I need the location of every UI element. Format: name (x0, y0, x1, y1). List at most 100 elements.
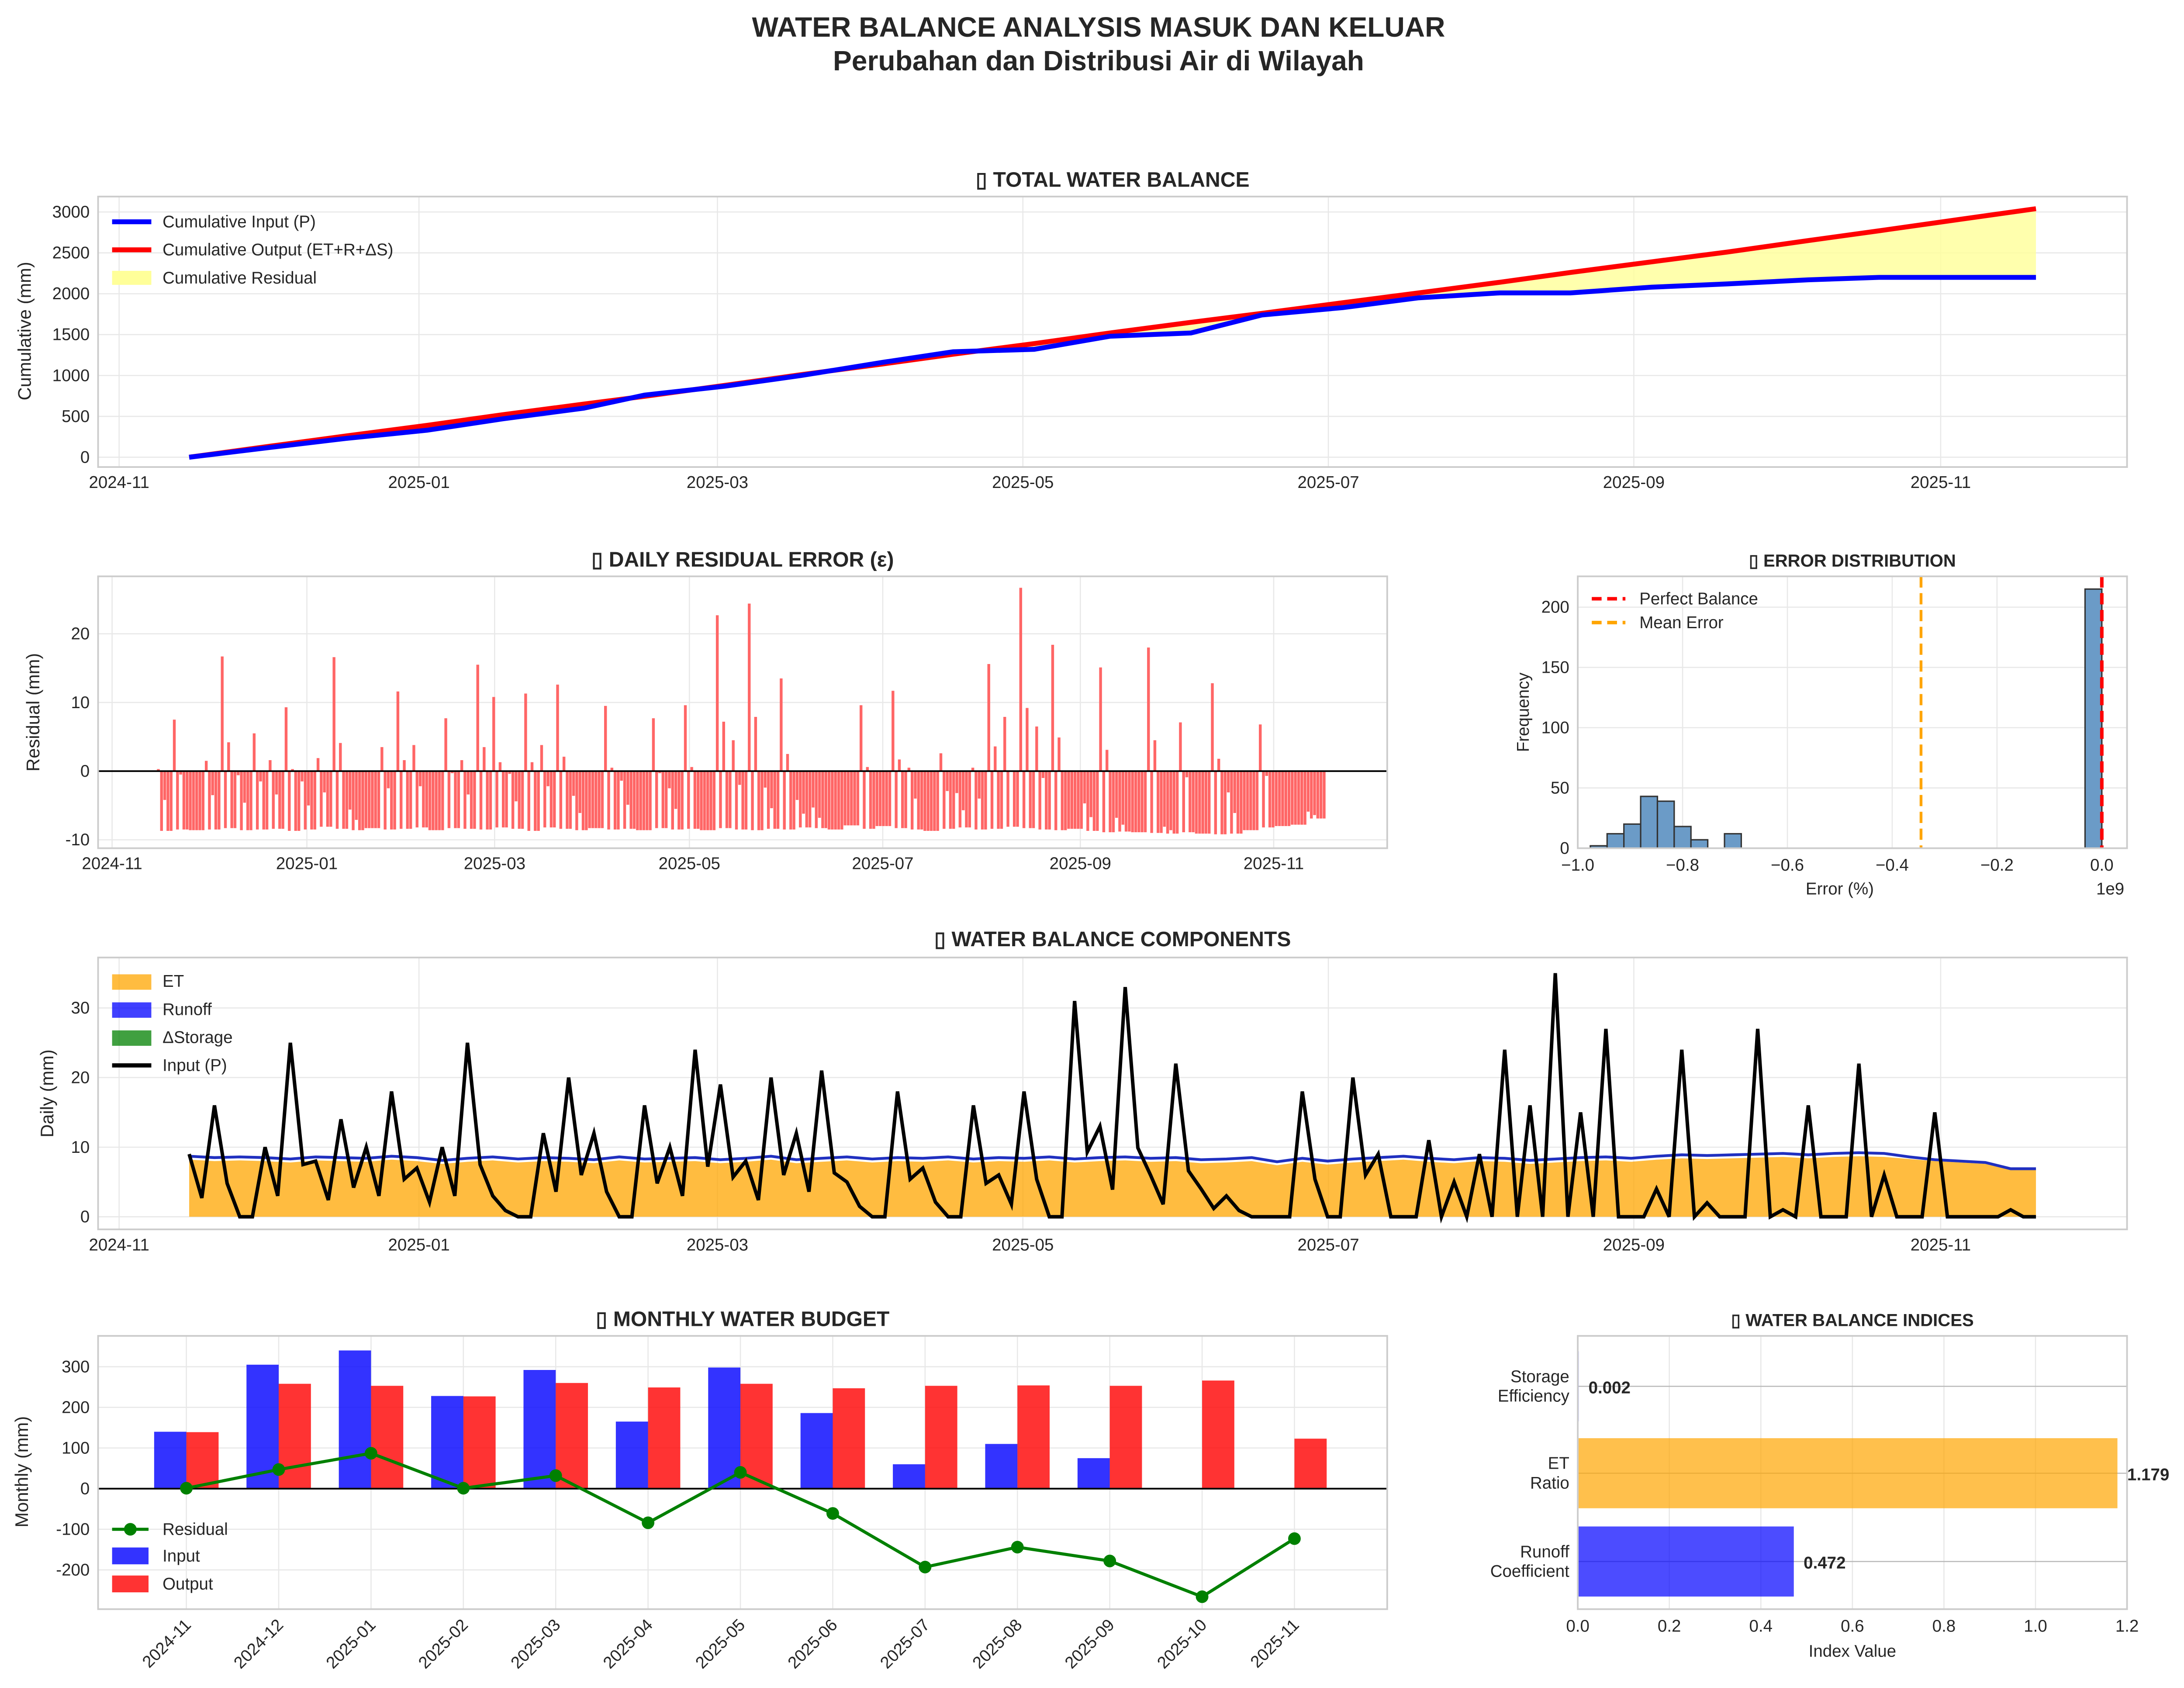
residual-bar (288, 771, 291, 831)
legend-swatch (112, 974, 152, 990)
residual-bar (604, 706, 607, 771)
residual-bar (946, 771, 949, 791)
residual-bar (186, 771, 189, 830)
residual-bar (272, 771, 275, 829)
x-axis-label: Index Value (1809, 1642, 1896, 1661)
residual-bar (492, 697, 495, 771)
residual-bar (467, 771, 470, 795)
residual-bar (741, 771, 744, 830)
residual-bar (380, 747, 384, 771)
legend-swatch (124, 1523, 137, 1536)
residual-bar (757, 771, 760, 830)
residual-bar (444, 718, 447, 771)
residual-bar (182, 771, 186, 830)
y-tick-label: 300 (62, 1357, 90, 1376)
y-tick-label: -200 (56, 1561, 90, 1580)
y-tick-label: 0 (80, 1479, 90, 1498)
residual-bar (358, 771, 361, 830)
residual-bar (218, 771, 221, 830)
residual-bar (1096, 771, 1099, 831)
water-balance-indices-chart: ▯ WATER BALANCE INDICES Index Value 0.0 0… (1490, 1311, 2170, 1661)
residual-bar (770, 771, 773, 809)
residual-bar (249, 771, 252, 830)
residual-bar (1297, 771, 1300, 825)
x-tick-label: 2025-03 (687, 473, 748, 492)
residual-bar (521, 771, 524, 829)
residual-bar (632, 771, 636, 829)
legend-swatch (112, 1575, 149, 1593)
chart-title: ▯ DAILY RESIDUAL ERROR (ε) (591, 548, 894, 571)
x-tick-label: −0.2 (1980, 856, 2014, 875)
chart-title: ▯ ERROR DISTRIBUTION (1749, 551, 1956, 571)
input-bar (1077, 1458, 1110, 1489)
residual-bar (1019, 588, 1023, 771)
residual-bar (1208, 771, 1211, 834)
residual-bar (725, 771, 729, 828)
index-value-label: 1.179 (2127, 1465, 2169, 1484)
residual-bar (709, 771, 712, 830)
residual-bar (1092, 771, 1096, 831)
residual-bar (943, 771, 946, 829)
residual-bar (1064, 771, 1067, 830)
residual-bar (498, 762, 502, 771)
residual-bar (221, 656, 224, 771)
residual-bar (559, 771, 563, 829)
residual-bar (1000, 771, 1003, 829)
residual-bar (224, 771, 227, 828)
residual-bar (473, 771, 476, 829)
residual-bar (802, 771, 805, 814)
residual-bar (1073, 771, 1077, 829)
residual-bar (623, 771, 626, 829)
output-bar (1109, 1386, 1142, 1489)
residual-bar (885, 771, 888, 826)
residual-bar (1240, 771, 1243, 834)
residual-bar (1038, 771, 1041, 830)
residual-bar (1300, 771, 1303, 825)
x-tick-label: 0.2 (1658, 1617, 1681, 1636)
y-axis-label: Residual (mm) (23, 653, 43, 771)
residual-bar (646, 771, 649, 830)
axes-frame (97, 575, 1388, 849)
y-tick-label: 20 (71, 1068, 90, 1087)
residual-bar (1070, 771, 1074, 829)
residual-bar (192, 771, 195, 830)
residual-bar (795, 771, 799, 800)
residual-bar (840, 771, 843, 830)
residual-bar (489, 771, 492, 830)
residual-point (1103, 1554, 1116, 1567)
residual-bar (418, 771, 422, 786)
residual-bar (895, 771, 898, 828)
figure-title: WATER BALANCE ANALYSIS MASUK DAN KELUAR (752, 11, 1445, 43)
residual-bar (1255, 771, 1259, 830)
residual-bar (1086, 771, 1089, 831)
residual-bar (377, 771, 380, 828)
residual-bar (917, 771, 920, 830)
histogram-bar (1656, 800, 1675, 849)
residual-bar (748, 603, 751, 771)
axes-frame (1577, 1335, 2128, 1610)
y-axis-label: Frequency (1514, 672, 1533, 752)
residual-bar (591, 771, 594, 828)
residual-bar (1230, 771, 1233, 834)
residual-bar (361, 771, 364, 830)
y-tick-label: 1000 (52, 366, 90, 385)
residual-bar (364, 771, 367, 828)
residual-bar (1278, 771, 1281, 826)
residual-bar (987, 664, 990, 771)
residual-bar (307, 771, 310, 806)
x-tick-label: 2025-03 (464, 854, 525, 873)
residual-bar (396, 691, 400, 771)
residual-bar (326, 771, 329, 827)
residual-bar (1115, 771, 1118, 818)
residual-bar (412, 745, 415, 771)
residual-bar (451, 771, 454, 773)
residual-bar (827, 771, 831, 830)
residual-bar (706, 771, 709, 830)
residual-bar (990, 771, 994, 829)
residual-bar (214, 771, 218, 830)
residual-bar (515, 771, 518, 802)
x-tick-label: 2025-07 (852, 854, 913, 873)
residual-bar (1281, 771, 1284, 826)
y-tick-label: Ratio (1530, 1474, 1569, 1493)
residual-bar (195, 771, 198, 830)
